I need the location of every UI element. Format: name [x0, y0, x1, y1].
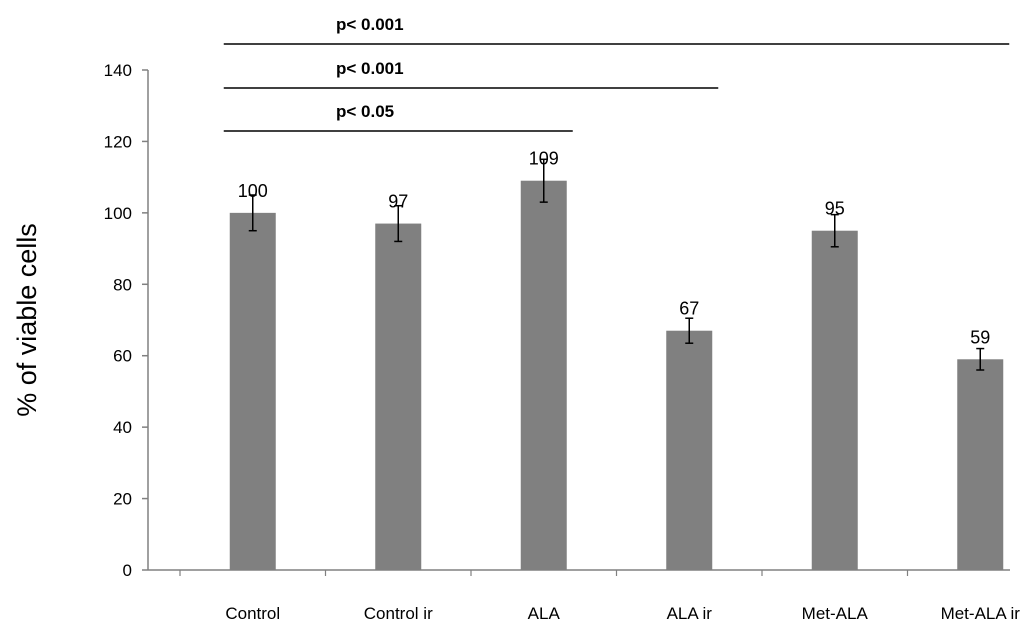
y-tick-label: 40: [113, 418, 132, 437]
y-tick-label: 120: [104, 132, 132, 151]
y-tick-label: 100: [104, 204, 132, 223]
x-tick-label: Met-ALA: [802, 604, 869, 623]
data-label: 109: [529, 149, 559, 169]
y-tick-label: 60: [113, 347, 132, 366]
x-tick-label: Control ir: [364, 604, 433, 623]
significance-label: p< 0.001: [336, 15, 404, 34]
x-tick-label: ALA: [528, 604, 561, 623]
bar: [520, 180, 567, 570]
bar: [957, 359, 1004, 570]
y-tick-label: 20: [113, 490, 132, 509]
data-label: 67: [679, 299, 699, 319]
data-label: 59: [970, 327, 990, 347]
y-tick-label: 80: [113, 275, 132, 294]
x-tick-label: Met-ALA ir: [941, 604, 1021, 623]
bar: [666, 330, 713, 570]
bar: [811, 230, 858, 570]
significance-label: p< 0.05: [336, 102, 394, 121]
y-tick-label: 0: [123, 561, 132, 580]
data-label: 95: [825, 199, 845, 219]
bar: [229, 212, 276, 570]
x-tick-label: ALA ir: [667, 604, 713, 623]
x-tick-label: Control: [225, 604, 280, 623]
y-tick-label: 140: [104, 61, 132, 80]
bar: [375, 223, 422, 571]
data-label: 100: [238, 181, 268, 201]
significance-label: p< 0.001: [336, 59, 404, 78]
y-axis-title: % of viable cells: [12, 223, 42, 417]
data-label: 97: [388, 192, 408, 212]
